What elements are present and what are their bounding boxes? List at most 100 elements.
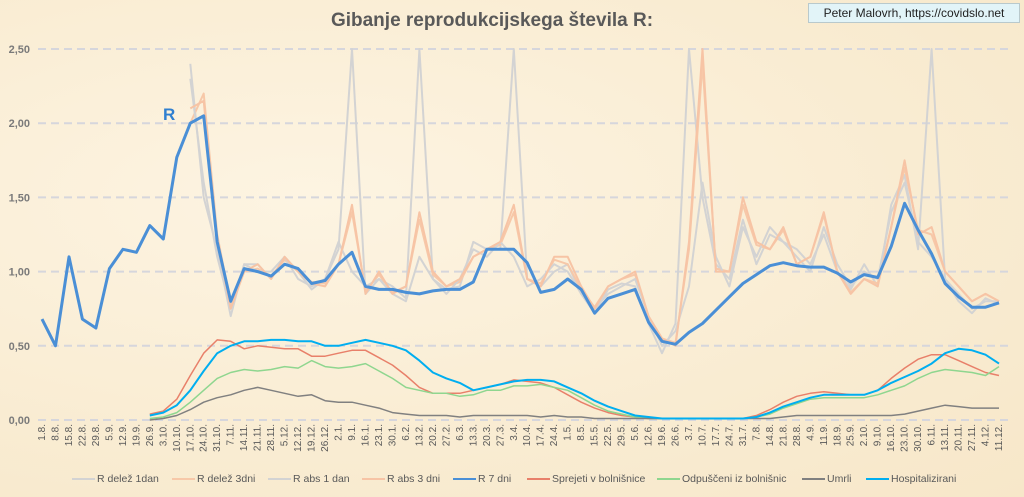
x-tick-label: 19.9. [131, 424, 142, 446]
series-line-r-abs-3-dni [189, 48, 1000, 347]
x-tick-label: 7.8. [751, 424, 762, 441]
legend-swatch [72, 478, 95, 480]
legend-item: R abs 3 dni [362, 473, 440, 485]
y-tick-label: 2,00 [9, 118, 30, 130]
series-line-umrli [149, 386, 999, 421]
x-tick-label: 1.5. [563, 424, 574, 441]
credit-box: Peter Malovrh, https://covidslo.net [808, 3, 1020, 23]
x-tick-label: 21.11. [253, 424, 264, 451]
legend-item: R delež 1dan [72, 473, 159, 485]
legend-item: R delež 3dni [172, 473, 255, 485]
x-tick-label: 12.6. [644, 424, 655, 446]
legend-swatch [866, 478, 889, 480]
x-tick-label: 2.10. [859, 424, 870, 446]
x-tick-label: 31.7. [738, 424, 749, 446]
x-tick-label: 5.6. [630, 424, 641, 441]
x-tick-label: 1.8. [37, 424, 48, 441]
x-tick-label: 17.4. [536, 424, 547, 446]
x-tick-label: 11.9. [819, 424, 830, 446]
legend-item: R abs 1 dan [268, 473, 350, 485]
legend-label: R 7 dni [478, 473, 512, 485]
x-tick-label: 12.12. [293, 424, 304, 452]
x-tick-label: 26.9. [145, 424, 156, 446]
series-line-odpu-eni-iz-bolni-nic [149, 359, 1000, 420]
x-tick-label: 22.5. [603, 424, 614, 446]
x-tick-label: 14.8. [765, 424, 776, 446]
legend-item: Hospitalizirani [866, 473, 956, 485]
x-tick-label: 31.10. [212, 424, 223, 452]
legend-swatch [657, 478, 680, 480]
legend-label: R delež 1dan [97, 473, 159, 485]
legend-item: Odpuščeni iz bolnišnic [657, 473, 786, 485]
x-tick-label: 11.12. [994, 424, 1005, 451]
x-tick-label: 5.9. [104, 424, 115, 441]
legend-label: R delež 3dni [197, 473, 256, 485]
x-tick-label: 9.1. [347, 424, 358, 441]
x-tick-label: 28.11. [266, 424, 277, 451]
x-tick-label: 6.3. [455, 424, 466, 441]
x-tick-label: 16.10. [886, 424, 897, 452]
x-tick-label: 12.9. [118, 424, 129, 446]
legend-swatch [527, 478, 550, 480]
x-tick-label: 16.1. [360, 424, 371, 446]
legend-swatch [172, 478, 195, 480]
x-tick-label: 27.3. [495, 424, 506, 446]
x-tick-label: 30.10. [913, 424, 924, 452]
x-tick-label: 10.4. [522, 424, 533, 446]
x-tick-label: 17.7. [711, 424, 722, 446]
x-tick-label: 15.5. [590, 424, 601, 446]
x-tick-label: 18.9. [832, 424, 843, 446]
x-tick-label: 26.12. [320, 424, 331, 452]
x-tick-label: 13.11. [940, 424, 951, 451]
series-line-r-7-dni [40, 114, 1000, 348]
x-tick-label: 10.10. [172, 424, 183, 452]
x-tick-label: 19.6. [657, 424, 668, 446]
legend-label: Sprejeti v bolnišnice [552, 473, 646, 485]
r-annotation: R [163, 105, 176, 124]
series-line-hospitalizirani [149, 338, 1000, 420]
legend-label: Hospitalizirani [891, 473, 957, 485]
x-tick-label: 22.8. [77, 424, 88, 446]
x-tick-label: 20.11. [954, 424, 965, 451]
x-tick-label: 8.8. [50, 424, 61, 441]
x-tick-label: 2.1. [334, 424, 345, 441]
legend-swatch [802, 478, 825, 480]
x-tick-label: 13.2. [414, 424, 425, 446]
legend-swatch [268, 478, 291, 480]
x-tick-label: 13.3. [468, 424, 479, 446]
x-tick-label: 9.10. [873, 424, 884, 446]
x-tick-label: 4.9. [805, 424, 816, 441]
x-tick-label: 29.8. [91, 424, 102, 446]
legend-swatch [362, 478, 385, 480]
y-tick-label: 2,50 [9, 44, 30, 56]
chart-title-text: Gibanje reprodukcijskega števila R: [330, 10, 654, 31]
x-tick-label: 3.7. [684, 424, 695, 441]
x-tick-label: 24.10. [199, 424, 210, 452]
x-tick-label: 23.1. [374, 424, 385, 446]
x-tick-label: 19.12. [307, 424, 318, 452]
y-tick-label: 0,00 [9, 415, 30, 427]
x-tick-label: 8.5. [576, 424, 587, 441]
x-tick-label: 20.2. [428, 424, 439, 446]
legend-label: R abs 3 dni [387, 473, 441, 485]
x-tick-label: 6.11. [927, 424, 938, 446]
x-tick-label: 3.10. [158, 424, 169, 446]
x-tick-label: 14.11. [239, 424, 250, 451]
x-tick-label: 15.8. [64, 424, 75, 446]
legend-item: R 7 dni [453, 473, 511, 485]
x-tick-label: 25.9. [846, 424, 857, 446]
x-tick-label: 21.8. [778, 424, 789, 446]
x-tick-label: 27.11. [967, 424, 978, 451]
x-tick-label: 7.11. [226, 424, 237, 446]
y-tick-label: 1,50 [9, 192, 30, 204]
legend-label: Odpuščeni iz bolnišnic [682, 473, 787, 485]
x-tick-label: 23.10. [900, 424, 911, 452]
chart-title: Gibanje reprodukcijskega števila R: [0, 10, 1024, 32]
x-tick-label: 5.12. [280, 424, 291, 446]
x-tick-label: 26.6. [671, 424, 682, 446]
x-tick-label: 6.2. [401, 424, 412, 441]
y-tick-label: 0,50 [9, 341, 30, 353]
x-tick-label: 10.7. [697, 424, 708, 446]
series-line-r-dele-3dni [189, 62, 1000, 344]
